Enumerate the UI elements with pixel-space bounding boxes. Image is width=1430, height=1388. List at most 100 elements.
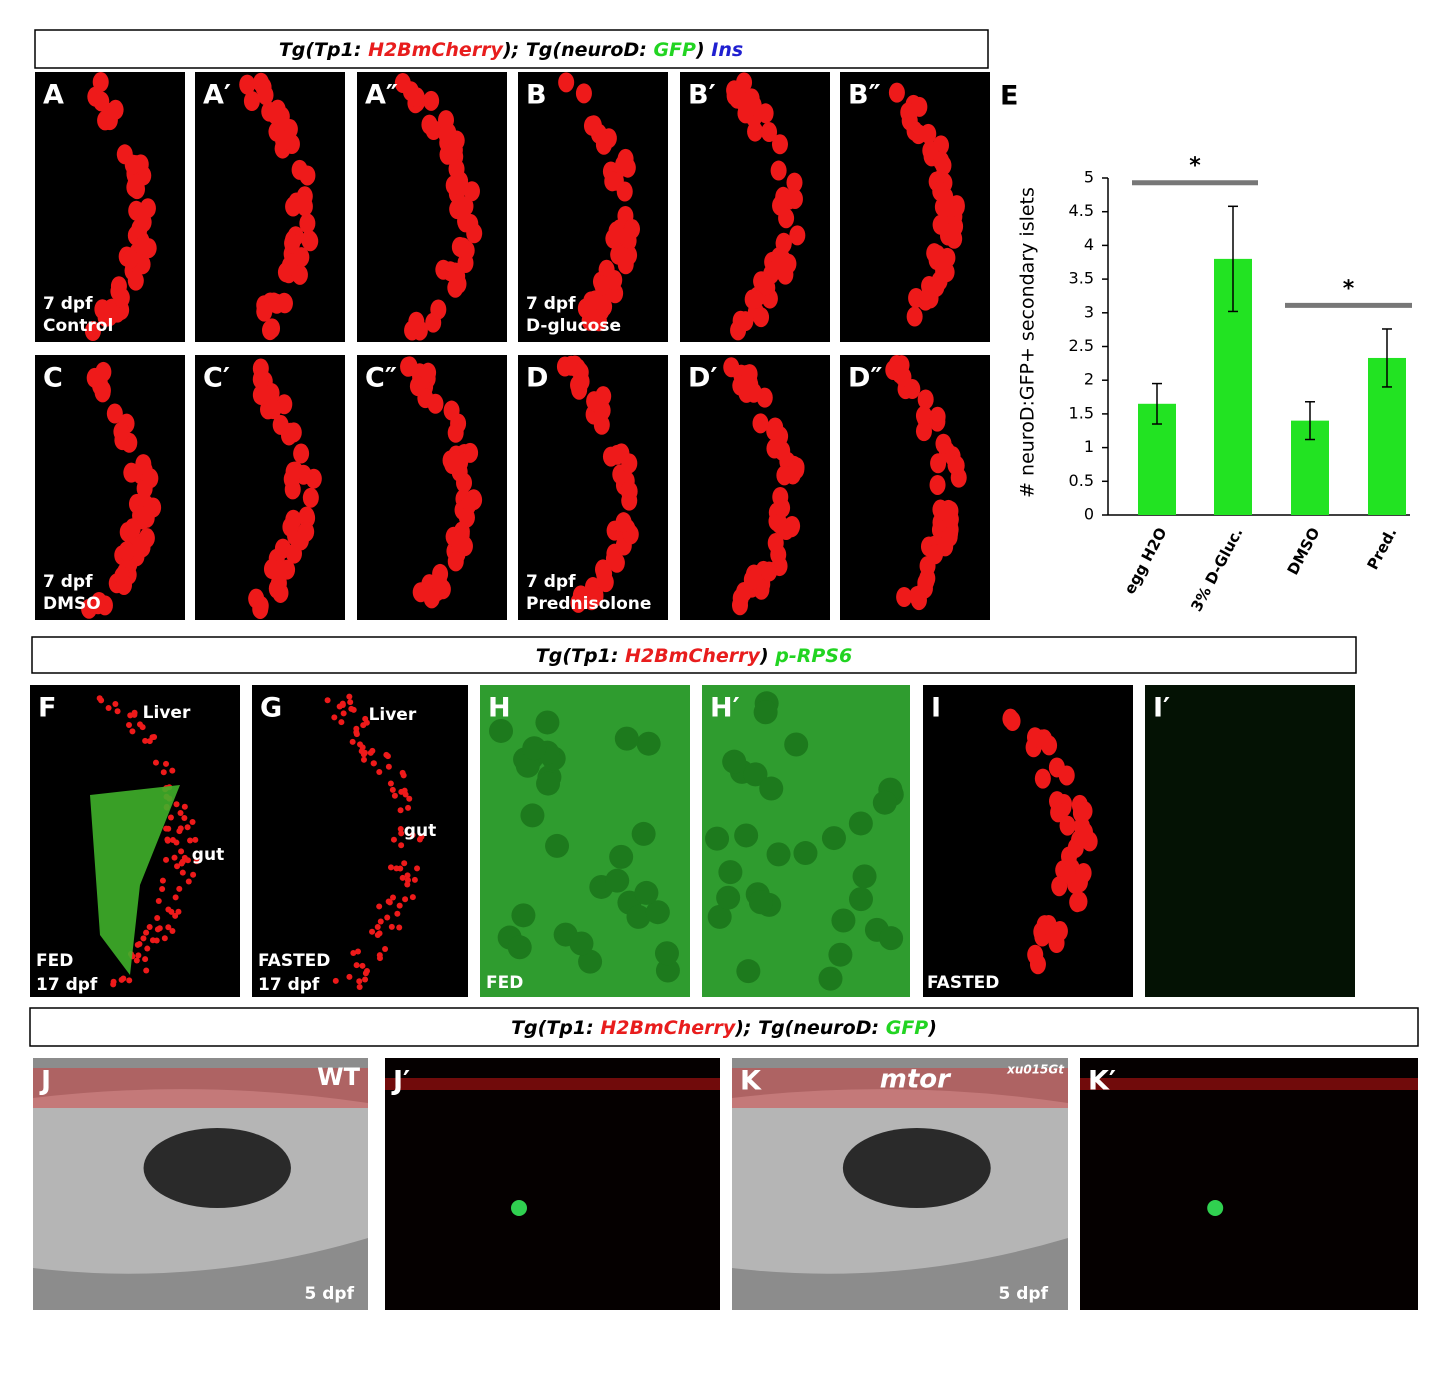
cell-nucleus xyxy=(896,586,913,607)
cell-nucleus xyxy=(346,693,353,700)
cell-nucleus xyxy=(163,856,170,863)
cell-nucleus xyxy=(604,171,621,192)
cell-nucleus xyxy=(917,290,934,311)
cell-nucleus xyxy=(116,574,133,595)
cell-nucleus xyxy=(299,213,316,234)
cell-nucleus xyxy=(620,480,637,501)
cell-nucleus xyxy=(383,751,390,758)
cell-nucleus xyxy=(435,259,452,280)
cell-nucleus xyxy=(139,198,156,219)
cell xyxy=(522,736,547,761)
cell-nucleus xyxy=(935,260,952,281)
cell-nucleus xyxy=(398,788,405,795)
y-tick-label: 3.5 xyxy=(1069,269,1094,288)
y-tick-label: 2.5 xyxy=(1069,336,1094,355)
y-axis-label: # neuroD:GFP+ secondary islets xyxy=(1017,187,1039,498)
panel-label: B′ xyxy=(688,80,716,111)
image-content xyxy=(84,72,157,342)
cell xyxy=(705,826,730,851)
cell-nucleus xyxy=(904,379,921,400)
cell-nucleus xyxy=(179,869,186,876)
panel-label: J′ xyxy=(391,1066,410,1097)
cell-nucleus xyxy=(105,705,112,712)
panel-label: A″ xyxy=(365,80,398,111)
y-tick-label: 0 xyxy=(1084,505,1094,524)
cell-nucleus xyxy=(775,186,792,207)
cell-nucleus xyxy=(355,948,362,955)
cell-nucleus xyxy=(449,266,466,287)
cell-nucleus xyxy=(1073,816,1090,837)
cell-nucleus xyxy=(406,795,413,802)
cell-nucleus xyxy=(610,244,627,265)
panel-note: mtor xyxy=(880,1065,952,1095)
cell-nucleus xyxy=(900,102,917,123)
cell-nucleus xyxy=(124,518,141,539)
cell-nucleus xyxy=(288,192,305,213)
y-tick-label: 2 xyxy=(1084,370,1094,389)
cell-nucleus xyxy=(743,88,760,109)
cell-nucleus xyxy=(947,455,964,476)
cell-nucleus xyxy=(160,769,167,776)
cell-nucleus xyxy=(404,877,411,884)
header-segment: Tg(Tp1: xyxy=(536,645,625,667)
islet xyxy=(511,1200,527,1216)
cell xyxy=(818,966,843,991)
image-content xyxy=(888,82,965,327)
cell-nucleus xyxy=(789,225,806,246)
cell xyxy=(793,841,818,866)
x-tick-label: DMSO xyxy=(1284,525,1324,578)
cell-nucleus xyxy=(190,871,197,878)
panel-note: 17 dpf xyxy=(258,975,320,995)
cell-nucleus xyxy=(298,506,315,527)
image-content xyxy=(1002,708,1098,975)
cell xyxy=(655,958,680,983)
cell-nucleus xyxy=(775,232,792,253)
cell-nucleus xyxy=(376,930,383,937)
image-content xyxy=(33,1068,368,1274)
cell-nucleus xyxy=(917,389,934,410)
panel-note: 7 dpf xyxy=(526,572,576,592)
cell xyxy=(759,776,784,801)
y-tick-label: 5 xyxy=(1084,168,1094,187)
cell-nucleus xyxy=(174,863,181,870)
cell-nucleus xyxy=(168,908,175,915)
header-segment: H2BmCherry xyxy=(625,645,761,667)
cell xyxy=(831,908,856,933)
cell-nucleus xyxy=(134,254,151,275)
cell-nucleus xyxy=(267,104,284,125)
cell-nucleus xyxy=(84,321,101,342)
cell-nucleus xyxy=(164,837,171,844)
cell-nucleus xyxy=(176,885,183,892)
panel-label: D xyxy=(526,363,548,394)
cell-nucleus xyxy=(353,962,360,969)
cell-nucleus xyxy=(376,903,383,910)
cell-nucleus xyxy=(758,275,775,296)
cell-nucleus xyxy=(331,714,338,721)
cell-nucleus xyxy=(252,369,269,390)
cell-nucleus xyxy=(399,874,406,881)
image-panel xyxy=(35,355,185,620)
image-content xyxy=(723,357,805,616)
cell-nucleus xyxy=(135,952,142,959)
cell-nucleus xyxy=(948,195,965,216)
image-content xyxy=(394,73,483,341)
cell xyxy=(748,890,773,915)
cell xyxy=(743,762,768,787)
cell-nucleus xyxy=(909,586,926,607)
cell-nucleus xyxy=(391,792,398,799)
cell-nucleus xyxy=(405,804,412,811)
cell-nucleus xyxy=(786,188,803,209)
panel-note: 7 dpf xyxy=(43,572,93,592)
header-box xyxy=(34,29,989,69)
cell-nucleus xyxy=(594,400,611,421)
y-tick-label: 4.5 xyxy=(1069,201,1094,220)
cell-nucleus xyxy=(387,864,394,871)
cell-nucleus xyxy=(404,320,421,341)
islet xyxy=(1207,1200,1224,1216)
cell-nucleus xyxy=(97,306,114,327)
header-segment: GFP xyxy=(886,1017,929,1039)
cell xyxy=(535,710,560,735)
cell-nucleus xyxy=(573,371,590,392)
cell-nucleus xyxy=(350,706,357,713)
cell xyxy=(520,803,545,828)
